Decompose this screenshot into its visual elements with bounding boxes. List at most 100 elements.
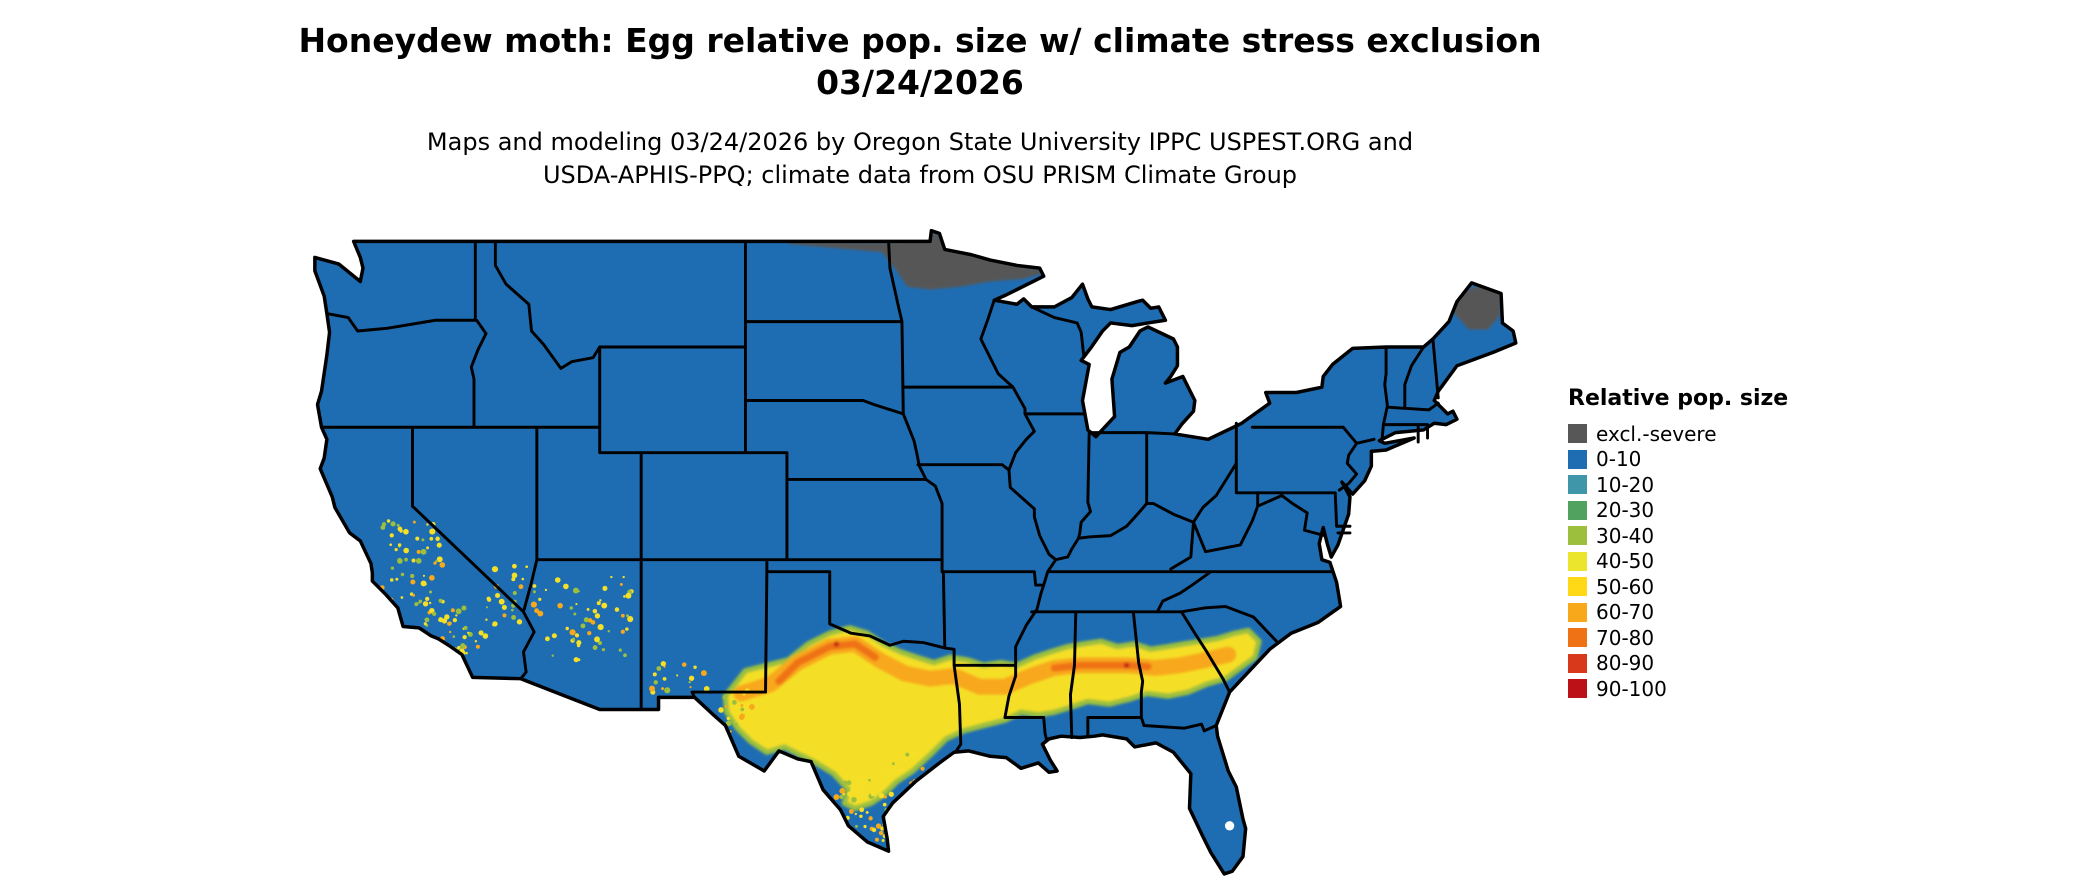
speckle [565, 626, 569, 631]
speckle [537, 610, 544, 617]
speckle [521, 577, 525, 581]
speckle [400, 572, 405, 577]
speckle [752, 698, 757, 703]
speckle [412, 594, 416, 597]
speckle [620, 613, 625, 618]
speckle [403, 547, 409, 554]
speckle [478, 630, 484, 636]
speckle [888, 791, 894, 797]
speckle [662, 676, 667, 681]
page-subtitle-line2: USDA-APHIS-PPQ; climate data from OSU PR… [542, 161, 1298, 189]
speckle [620, 629, 625, 634]
speckle [718, 707, 724, 713]
speckle [439, 653, 444, 658]
speckle [689, 686, 692, 689]
speckle [538, 597, 542, 601]
speckle [664, 687, 671, 694]
speckle [414, 602, 419, 607]
speckle [583, 617, 589, 623]
speckle [732, 719, 735, 722]
speckle [434, 644, 438, 648]
speckle [530, 601, 537, 608]
speckle [703, 686, 710, 692]
speckle [465, 651, 468, 655]
speckle [738, 714, 745, 720]
speckle [905, 752, 910, 757]
speckle [386, 519, 391, 523]
speckle [544, 588, 548, 592]
speckle [602, 585, 608, 591]
hot-spot [1123, 662, 1130, 668]
speckle [586, 607, 590, 611]
speckle [874, 837, 879, 842]
legend-swatch [1568, 653, 1587, 673]
speckle [660, 661, 667, 667]
speckle [599, 599, 602, 602]
speckle [681, 662, 687, 667]
speckle [410, 579, 416, 585]
speckle [625, 627, 629, 631]
legend-item: 0-10 [1568, 447, 1788, 473]
speckle [580, 623, 586, 629]
speckle [843, 780, 848, 785]
speckle [627, 615, 634, 623]
legend-swatch [1568, 628, 1587, 648]
speckle [412, 520, 416, 524]
speckle [445, 649, 450, 653]
speckle [622, 575, 625, 579]
legend-label: 60-70 [1596, 600, 1655, 625]
band-dark-core-0 [775, 640, 879, 686]
legend-label: 40-50 [1596, 549, 1655, 574]
speckle [428, 601, 432, 605]
speckle [724, 705, 728, 708]
speckle [390, 578, 394, 582]
florida-keys-dot [1228, 875, 1233, 880]
map-area [308, 228, 1528, 890]
legend: Relative pop. size excl.-severe 0-10 10-20… [1568, 386, 1788, 702]
speckle [502, 613, 507, 618]
speckle [457, 645, 461, 650]
speckle [425, 596, 430, 601]
speckle [460, 643, 466, 649]
speckle [740, 707, 745, 712]
speckle [433, 651, 439, 658]
speckle [572, 587, 579, 594]
speckle [457, 655, 460, 658]
speckle [839, 787, 846, 794]
speckle [839, 794, 844, 800]
speckle [416, 549, 421, 554]
speckle [389, 543, 393, 547]
speckle [882, 802, 887, 807]
speckle [433, 561, 437, 565]
legend-item: 50-60 [1568, 574, 1788, 600]
speckle [882, 751, 886, 755]
population-overlay-layer [379, 232, 1502, 880]
legend-label: 70-80 [1596, 625, 1655, 650]
speckle [551, 633, 557, 639]
speckle [610, 575, 613, 579]
speckle [868, 816, 873, 821]
speckle [619, 582, 623, 586]
excluded-northern-minnesota [788, 232, 1043, 290]
speckle [444, 614, 450, 620]
speckle [397, 543, 402, 547]
speckle [626, 614, 629, 618]
speckle [423, 622, 427, 626]
speckle [400, 596, 404, 599]
state-borders [320, 239, 1440, 754]
speckle [491, 566, 499, 573]
speckle [936, 781, 941, 786]
speckle [592, 645, 597, 650]
speckle [571, 637, 576, 641]
speckle [485, 618, 488, 621]
speckle [463, 625, 468, 630]
speckle [551, 654, 554, 657]
speckle [688, 680, 691, 684]
speckle [573, 657, 579, 663]
speckle [596, 601, 601, 606]
speckle [415, 558, 422, 564]
speckle [859, 814, 863, 819]
speckle [461, 605, 467, 611]
speckle [859, 807, 865, 813]
speckle [855, 824, 858, 828]
